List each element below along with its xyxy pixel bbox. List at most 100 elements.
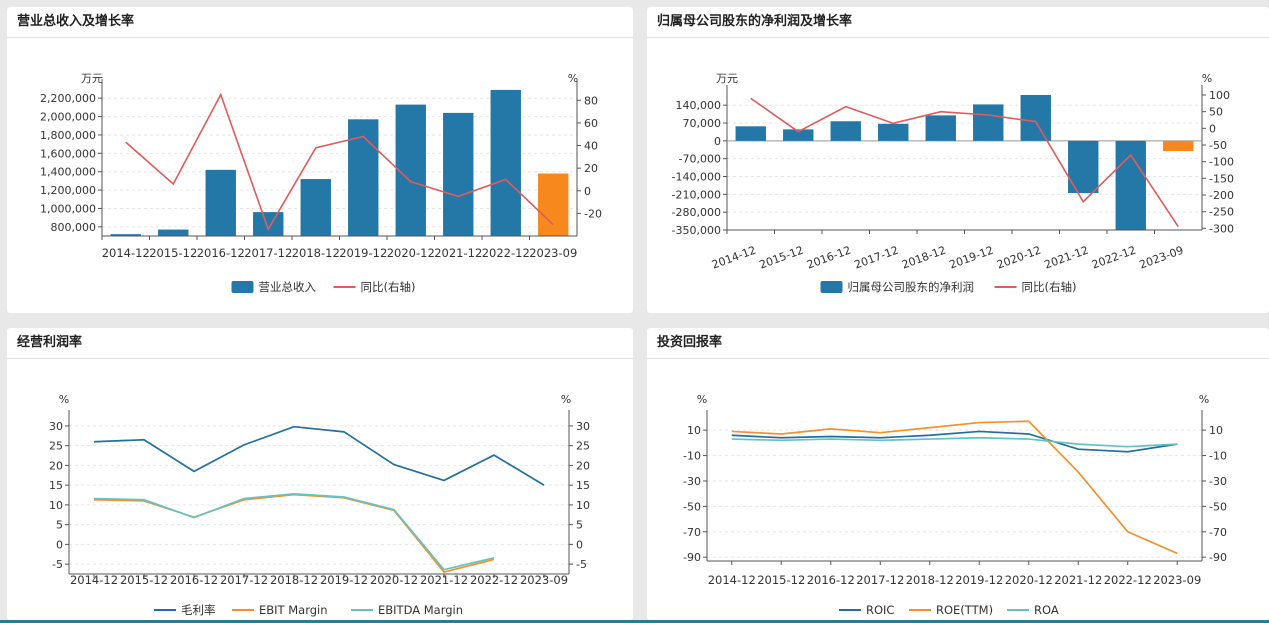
legend-label: 毛利率 bbox=[181, 603, 216, 617]
x-tick-label: 2017-12 bbox=[856, 573, 904, 587]
y-tick-label: -5 bbox=[52, 558, 63, 571]
y-tick-label: 70,000 bbox=[683, 117, 722, 130]
panel-operating-margin: 经营利润率 %% -5 0 5 10 15 20 25 30 -5 0 5 10 15 20 25 30 2014… bbox=[7, 328, 633, 620]
x-tick-label: 2019-12 bbox=[948, 244, 996, 272]
bar bbox=[1163, 140, 1194, 152]
y-right-tick-label: -30 bbox=[1209, 475, 1227, 488]
left-axis-unit: 万元 bbox=[716, 72, 738, 85]
y-right-tick-label: 50 bbox=[1209, 106, 1223, 119]
x-tick-label: 2015-12 bbox=[149, 246, 197, 260]
bar bbox=[878, 123, 909, 141]
bar bbox=[395, 104, 426, 237]
x-tick-label: 2015-12 bbox=[758, 244, 806, 272]
panel-title: 营业总收入及增长率 bbox=[17, 14, 135, 29]
x-tick-label: 2018-12 bbox=[270, 573, 318, 587]
net-profit-chart: 万元 % -350,000 -280,000 -210,000 -140,000 -70,0… bbox=[672, 72, 1234, 294]
x-tick-label: 2014-12 bbox=[102, 246, 150, 260]
divider bbox=[647, 358, 1269, 359]
y-tick-label: 25 bbox=[49, 440, 63, 453]
y-right-tick-label: -5 bbox=[576, 558, 587, 571]
y-right-tick-label: 20 bbox=[584, 162, 598, 175]
bottom-accent-bar bbox=[0, 620, 1269, 623]
bar bbox=[110, 234, 141, 236]
x-tick-label: 2017-12 bbox=[244, 246, 292, 260]
x-tick-label: 2021-12 bbox=[434, 246, 482, 260]
x-tick-label: 2023-09 bbox=[1153, 573, 1201, 587]
bar bbox=[205, 169, 236, 236]
y-tick-label: 2,200,000 bbox=[40, 92, 96, 105]
y-tick-label: 5 bbox=[56, 519, 63, 532]
legend-label: EBIT Margin bbox=[259, 603, 328, 617]
series-line bbox=[93, 425, 545, 486]
bar bbox=[538, 173, 569, 236]
y-tick-label: -70,000 bbox=[679, 153, 721, 166]
y-right-tick-label: -300 bbox=[1209, 222, 1234, 235]
right-axis-unit: % bbox=[1199, 393, 1209, 406]
bar bbox=[490, 89, 521, 236]
panel-title: 投资回报率 bbox=[657, 335, 723, 350]
y-tick-label: -90 bbox=[683, 551, 701, 564]
y-right-tick-label: 0 bbox=[584, 185, 591, 198]
x-tick-label: 2014-12 bbox=[708, 573, 756, 587]
legend-swatch bbox=[820, 281, 843, 293]
y-tick-label: -140,000 bbox=[672, 171, 721, 184]
x-tick-label: 2016-12 bbox=[170, 573, 218, 587]
x-tick-label: 2022-12 bbox=[470, 573, 518, 587]
right-axis-unit: % bbox=[561, 393, 571, 406]
y-tick-label: -210,000 bbox=[672, 188, 721, 201]
y-tick-label: 140,000 bbox=[676, 99, 722, 112]
y-tick-label: 10 bbox=[49, 499, 63, 512]
bar bbox=[783, 129, 814, 141]
x-tick-label: 2022-12 bbox=[1090, 244, 1138, 272]
x-tick-label: 2018-12 bbox=[900, 244, 948, 272]
growth-line bbox=[125, 92, 554, 232]
y-right-tick-label: -70 bbox=[1209, 526, 1227, 539]
y-tick-label: 2,000,000 bbox=[40, 111, 96, 124]
y-right-tick-label: -90 bbox=[1209, 551, 1227, 564]
x-tick-label: 2023-09 bbox=[520, 573, 568, 587]
y-right-tick-label: -50 bbox=[1209, 139, 1227, 152]
y-right-tick-label: -200 bbox=[1209, 189, 1234, 202]
x-tick-label: 2016-12 bbox=[805, 244, 853, 272]
x-tick-label: 2022-12 bbox=[1104, 573, 1152, 587]
y-tick-label: -10 bbox=[683, 450, 701, 463]
bar bbox=[158, 229, 189, 236]
legend-swatch bbox=[231, 281, 254, 293]
y-right-tick-label: 30 bbox=[576, 420, 590, 433]
y-right-tick-label: 10 bbox=[576, 499, 590, 512]
legend-label: ROA bbox=[1034, 603, 1059, 617]
left-axis-unit: % bbox=[697, 393, 707, 406]
y-right-tick-label: 10 bbox=[1209, 424, 1223, 437]
legend-label: 营业总收入 bbox=[259, 280, 317, 294]
x-tick-label: 2019-12 bbox=[955, 573, 1003, 587]
growth-line bbox=[750, 97, 1179, 228]
x-tick-label: 2014-12 bbox=[70, 573, 118, 587]
y-tick-label: 1,200,000 bbox=[40, 184, 96, 197]
x-tick-label: 2018-12 bbox=[906, 573, 954, 587]
y-right-tick-label: 25 bbox=[576, 440, 590, 453]
series-line bbox=[93, 492, 495, 571]
right-axis-unit: % bbox=[1202, 72, 1212, 85]
y-tick-label: -350,000 bbox=[672, 224, 721, 237]
y-right-tick-label: -20 bbox=[584, 207, 602, 220]
y-tick-label: 1,600,000 bbox=[40, 147, 96, 160]
x-tick-label: 2020-12 bbox=[1005, 573, 1053, 587]
y-right-tick-label: 0 bbox=[1209, 122, 1216, 135]
y-right-tick-label: -100 bbox=[1209, 156, 1234, 169]
y-right-tick-label: 5 bbox=[576, 519, 583, 532]
x-tick-label: 2021-12 bbox=[420, 573, 468, 587]
y-tick-label: 30 bbox=[49, 420, 63, 433]
legend-label: 同比(右轴) bbox=[361, 280, 416, 294]
x-tick-label: 2020-12 bbox=[995, 244, 1043, 272]
y-right-tick-label: -50 bbox=[1209, 500, 1227, 513]
bar bbox=[300, 179, 331, 236]
panel-return-on-investment: 投资回报率 %% -90 -70 -50 -30 -10 10 -90 -70 -50 -30 -10… bbox=[647, 328, 1269, 620]
y-tick-label: 15 bbox=[49, 479, 63, 492]
x-tick-label: 2014-12 bbox=[710, 244, 758, 272]
y-right-tick-label: 100 bbox=[1209, 89, 1230, 102]
y-tick-label: -70 bbox=[683, 526, 701, 539]
y-tick-label: 10 bbox=[687, 424, 701, 437]
legend-label: ROIC bbox=[866, 603, 894, 617]
bar bbox=[973, 104, 1004, 141]
y-tick-label: -280,000 bbox=[672, 206, 721, 219]
